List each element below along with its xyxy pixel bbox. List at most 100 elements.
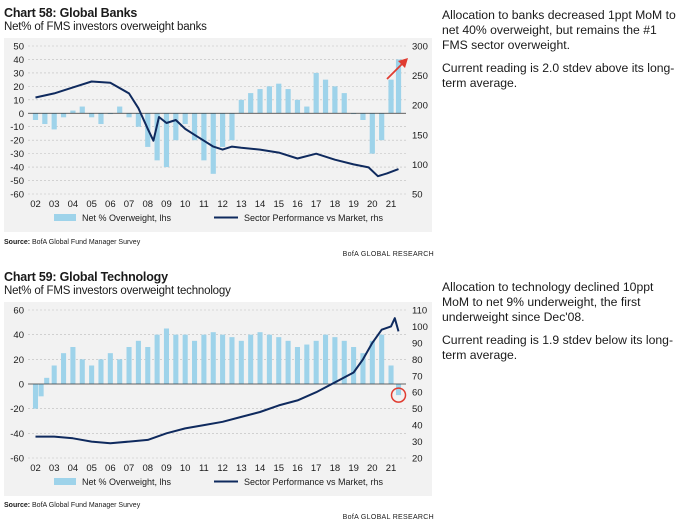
bar [229, 337, 235, 384]
y-left-tick-label: -10 [10, 122, 24, 133]
bar [220, 113, 226, 147]
chart-svg: 50403020100-10-20-30-40-50-6030025020015… [10, 42, 428, 224]
x-tick-label: 06 [105, 463, 116, 474]
bar [229, 113, 235, 141]
bar [313, 340, 319, 384]
x-tick-label: 09 [161, 463, 172, 474]
bar [201, 113, 207, 161]
commentary-paragraph: Current reading is 1.9 stdev below its l… [442, 333, 674, 362]
y-right-tick-label: 90 [412, 338, 423, 349]
bar [192, 340, 198, 384]
x-tick-label: 20 [367, 463, 378, 474]
x-tick-label: 14 [255, 463, 266, 474]
y-left-tick-label: 10 [13, 95, 24, 106]
y-right-tick-label: 80 [412, 355, 423, 366]
x-tick-label: 04 [68, 199, 79, 210]
y-right-tick-label: 70 [412, 371, 423, 382]
x-tick-label: 18 [330, 199, 341, 210]
bar [182, 334, 188, 384]
x-tick-label: 21 [386, 463, 397, 474]
series-line [35, 80, 399, 178]
y-left-tick-label: 40 [13, 55, 24, 66]
x-tick-label: 07 [124, 463, 135, 474]
chart-panel-banks: Chart 58: Global Banks Net% of FMS inves… [0, 0, 680, 262]
commentary-paragraph: Allocation to banks decreased 1ppt MoM t… [442, 8, 676, 52]
x-tick-label: 05 [86, 463, 97, 474]
bar [70, 347, 76, 384]
x-tick-label: 13 [236, 463, 247, 474]
x-tick-label: 13 [236, 199, 247, 210]
y-left-tick-label: 20 [13, 82, 24, 93]
bar [294, 347, 301, 384]
bar [163, 328, 170, 384]
y-left-tick-label: -60 [10, 454, 24, 465]
bar [107, 353, 113, 384]
source-note: Source: BofA Global Fund Manager Survey [4, 239, 140, 246]
x-tick-label: 12 [217, 199, 228, 210]
annotation-arrow-shaft [386, 61, 405, 80]
chart-subtitle: Net% of FMS investors overweight banks [4, 21, 207, 33]
bar [388, 79, 394, 114]
bar [145, 347, 151, 384]
x-tick-label: 03 [49, 199, 60, 210]
bar [238, 340, 244, 384]
bar [79, 359, 85, 384]
annotation-circle [390, 387, 407, 403]
commentary-paragraph: Current reading is 2.0 stdev above its l… [442, 61, 675, 90]
x-tick-label: 19 [348, 199, 359, 210]
bar [51, 365, 57, 384]
bar [60, 113, 67, 118]
y-right-tick-label: 20 [412, 454, 423, 465]
bar [61, 353, 67, 384]
y-left-tick-label: -50 [10, 176, 24, 187]
brand-note: BofA GLOBAL RESEARCH [342, 514, 434, 521]
x-tick-label: 15 [273, 463, 284, 474]
bar [44, 377, 50, 384]
x-tick-label: 17 [311, 199, 322, 210]
source-text: BofA Global Fund Manager Survey [32, 502, 141, 509]
y-right-tick-label: 60 [412, 388, 423, 399]
bar [173, 113, 179, 141]
bar [351, 347, 357, 384]
bar [257, 89, 263, 114]
x-tick-label: 02 [30, 463, 41, 474]
bar [266, 334, 272, 384]
bar [313, 72, 319, 114]
y-right-tick-label: 100 [412, 160, 428, 171]
bar [395, 59, 402, 114]
commentary-paragraph: Allocation to technology declined 10ppt … [442, 280, 654, 324]
source-label: Source: [4, 502, 31, 509]
bar [322, 334, 329, 384]
bar [191, 113, 198, 141]
y-right-tick-label: 50 [412, 190, 423, 201]
y-left-tick-label: -40 [10, 163, 24, 174]
bar [285, 89, 291, 114]
bar [51, 113, 57, 130]
x-tick-label: 18 [330, 463, 341, 474]
x-tick-label: 11 [199, 463, 209, 474]
legend-label: Sector Performance vs Market, rhs [244, 213, 384, 223]
y-left-tick-label: -30 [10, 149, 24, 160]
bar [369, 113, 375, 154]
bar [70, 110, 76, 114]
y-right-tick-label: 110 [412, 306, 427, 317]
bar [266, 86, 272, 114]
x-tick-label: 11 [199, 199, 209, 210]
y-left-tick-label: 30 [13, 68, 24, 79]
bar [98, 113, 104, 125]
chart-panel-technology: Chart 59: Global Technology Net% of FMS … [0, 264, 680, 526]
bar [360, 113, 366, 120]
y-right-tick-label: 250 [412, 71, 428, 82]
y-left-tick-label: -40 [10, 429, 24, 440]
y-left-tick-label: 0 [19, 380, 24, 391]
y-right-tick-label: 30 [412, 437, 423, 448]
bar [38, 384, 44, 397]
chart-title: Chart 59: Global Technology [4, 270, 168, 284]
legend-label: Net % Overweight, lhs [82, 213, 172, 223]
bar [276, 83, 282, 114]
y-left-tick-label: -20 [10, 136, 24, 147]
bar [89, 113, 95, 118]
bar [369, 340, 375, 384]
x-tick-label: 10 [180, 199, 191, 210]
y-right-tick-label: 150 [412, 130, 428, 141]
